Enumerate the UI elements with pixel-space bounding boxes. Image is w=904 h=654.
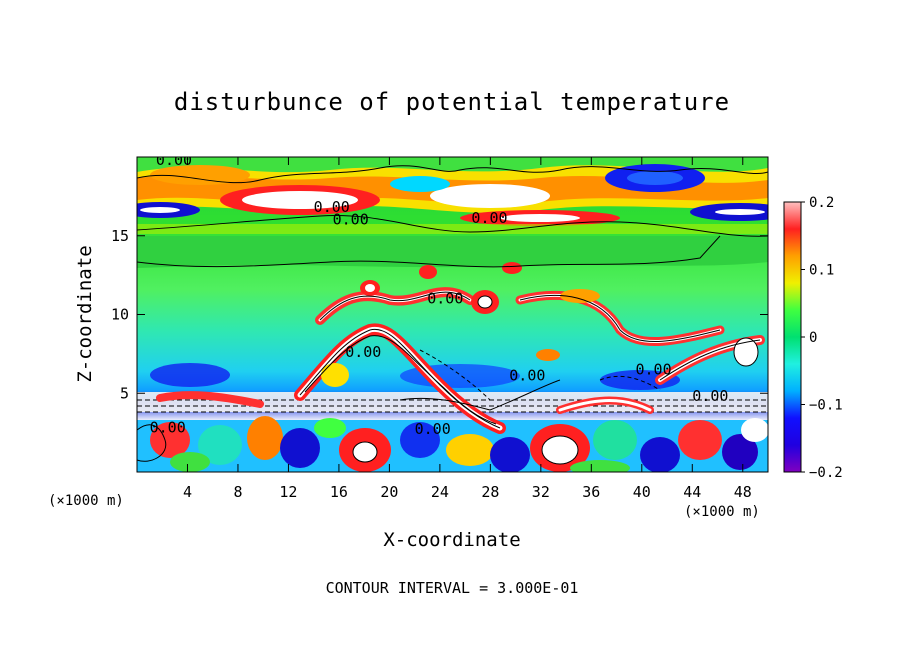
colorbar-tick-label: 0.1 [809, 263, 834, 279]
x-tick-label: 20 [380, 483, 398, 501]
y-axis: 5 10 15 [111, 227, 768, 402]
x-tick-label: 4 [183, 483, 192, 501]
upper-wave-band [137, 157, 768, 234]
x-axis: 4 8 12 16 20 24 28 32 36 40 44 48 [183, 157, 752, 501]
x-tick-label: 24 [431, 483, 449, 501]
colorbar-ticks: 0.2 0.1 0 −0.1 −0.2 [801, 195, 843, 481]
contour-label: 0.00 [427, 289, 463, 307]
mid-block [137, 236, 768, 268]
y-axis-title: Z-coordinate [74, 245, 96, 382]
colorbar: 0.2 0.1 0 −0.1 −0.2 [783, 195, 843, 481]
lower-turbulent-layer [137, 416, 768, 472]
x-tick-label: 8 [233, 483, 242, 501]
x-tick-label: 36 [582, 483, 600, 501]
chart-title: disturbunce of potential temperature [174, 88, 730, 116]
contour-label: 0.00 [150, 419, 186, 437]
contour-label: 0.00 [509, 367, 545, 385]
x-unit-left: (×1000 m) [48, 493, 124, 509]
contour-label: 0.00 [314, 198, 350, 216]
y-tick-label: 10 [111, 306, 129, 324]
contour-label: 0.00 [415, 420, 451, 438]
x-tick-label: 44 [683, 483, 701, 501]
contour-label: 0.00 [692, 387, 728, 405]
colorbar-tick-label: 0.2 [809, 195, 834, 211]
x-tick-label: 48 [734, 483, 752, 501]
contour-label: 0.00 [635, 360, 671, 378]
contour-label: 0.00 [471, 209, 507, 227]
x-axis-title: X-coordinate [383, 529, 520, 551]
contour-label: 0.00 [345, 343, 381, 361]
contour-labels: 0.000.000.00 0.000.000.000.00 0.000.000.00… [150, 151, 729, 438]
x-tick-label: 16 [330, 483, 348, 501]
plot-area: 0.000.000.00 0.000.000.000.00 0.000.000.00… [137, 151, 768, 472]
contour-interval-note: CONTOUR INTERVAL = 3.000E-01 [326, 579, 579, 597]
y-tick-label: 15 [111, 227, 129, 245]
colorbar-tick-label: −0.2 [809, 465, 843, 481]
colorbar-tick-label: 0 [809, 330, 817, 346]
contour-lines [137, 165, 768, 465]
contour-label: 0.00 [156, 151, 192, 169]
x-tick-label: 28 [481, 483, 499, 501]
x-tick-label: 40 [633, 483, 651, 501]
x-unit-right: (×1000 m) [684, 504, 760, 520]
x-tick-label: 12 [279, 483, 297, 501]
colorbar-tick-label: −0.1 [809, 398, 843, 414]
colorbar-scale [783, 201, 802, 473]
y-tick-label: 5 [120, 384, 129, 402]
contour-label: 0.00 [333, 211, 369, 229]
x-tick-label: 32 [532, 483, 550, 501]
